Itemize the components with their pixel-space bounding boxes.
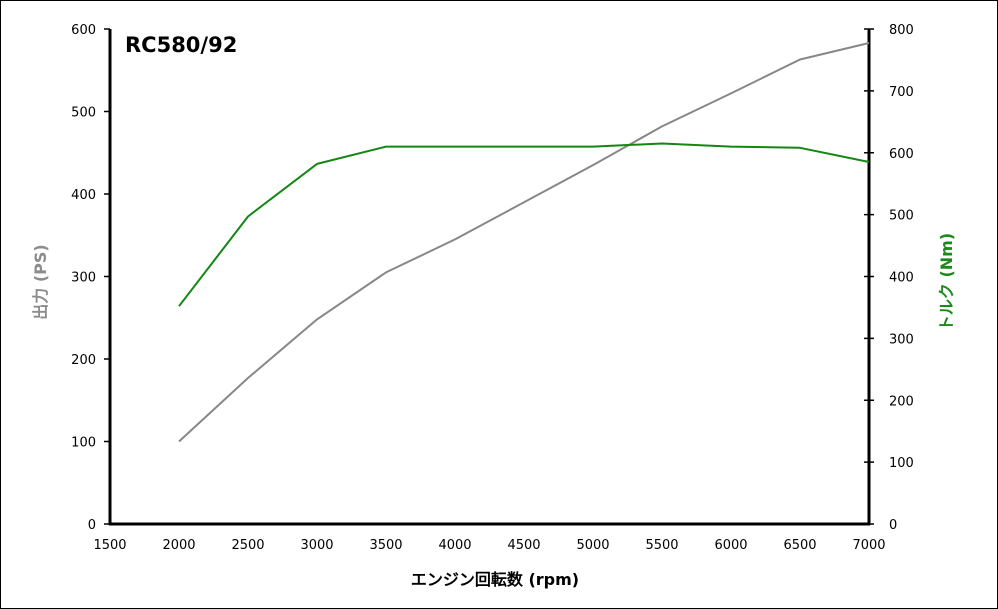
x-tick-label: 4500 [507,538,540,553]
x-tick-label: 6500 [783,538,816,553]
y-right-tick-label: 800 [889,23,914,38]
y-left-tick-label: 600 [71,23,96,38]
y-left-tick-label: 100 [71,436,96,451]
y-right-axis-title: トルク (Nm) [937,233,956,331]
y-right-tick-label: 400 [889,271,914,286]
x-tick-label: 3000 [300,538,333,553]
y-left-tick-label: 300 [71,271,96,286]
x-tick-label: 6000 [714,538,747,553]
y-right-tick-label: 200 [889,394,914,409]
y-left-axis-title: 出力 (PS) [31,244,50,319]
x-tick-label: 2000 [162,538,195,553]
x-tick-label: 7000 [852,538,885,553]
y-right-tick-label: 300 [889,332,914,347]
axes [108,29,871,526]
ticks: 1500 2000 2500 3000 3500 4000 4500 5000 5500 6000… [71,23,914,553]
chart-title: RC580/92 [125,33,237,57]
power-series-line [178,42,870,443]
y-right-tick-label: 500 [889,209,914,224]
x-tick-label: 3500 [369,538,402,553]
x-tick-label: 1500 [93,538,126,553]
y-right-tick-label: 600 [889,147,914,162]
y-left-tick-label: 200 [71,353,96,368]
y-right-tick-label: 0 [889,518,897,533]
y-left-tick-label: 0 [88,518,96,533]
y-left-tick-label: 400 [71,188,96,203]
x-tick-label: 2500 [231,538,264,553]
y-right-tick-label: 700 [889,85,914,100]
y-left-tick-label: 500 [71,106,96,121]
x-tick-label: 5000 [576,538,609,553]
x-tick-label: 5500 [645,538,678,553]
y-right-tick-label: 100 [889,456,914,471]
x-tick-label: 4000 [438,538,471,553]
torque-series-line [178,142,870,307]
series-layer [178,42,870,443]
x-axis-title: エンジン回転数 (rpm) [411,570,579,589]
